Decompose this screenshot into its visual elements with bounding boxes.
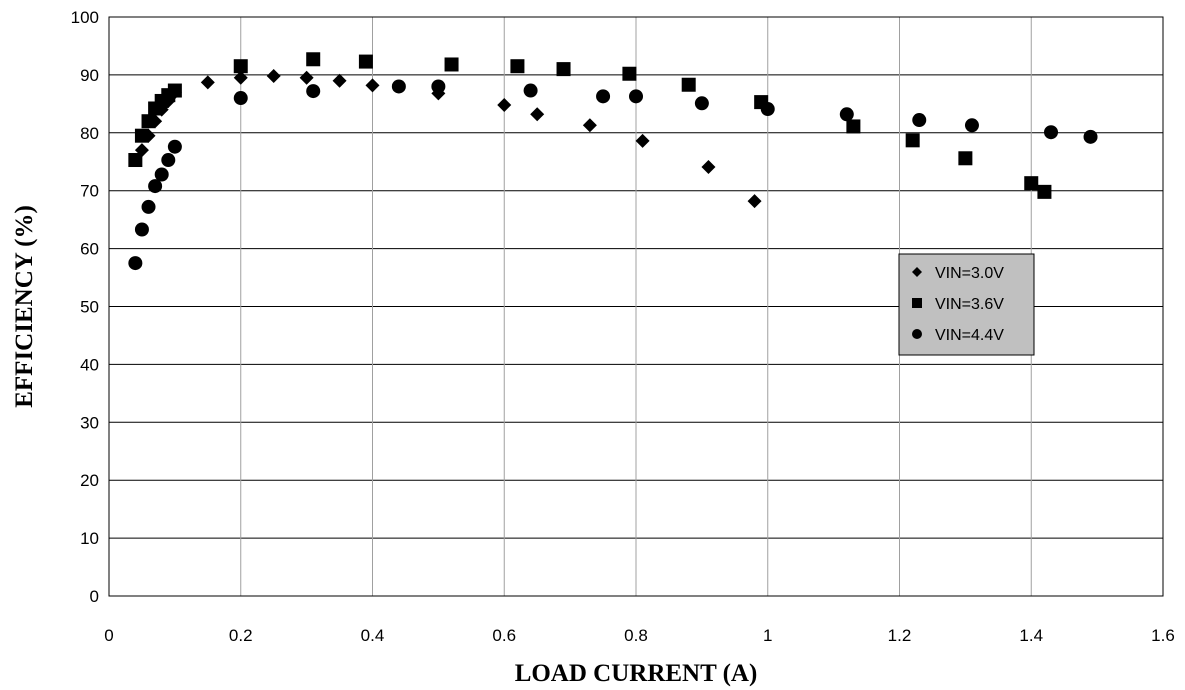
y-tick-label: 0 [90,587,99,606]
data-point-diamond [266,69,281,84]
data-point-square [510,59,525,74]
data-point-square [1024,176,1039,191]
data-point-circle [596,89,611,104]
x-tick-label: 0.6 [492,626,516,645]
y-tick-label: 100 [71,8,99,27]
data-point-circle [306,84,321,99]
data-point-square [134,128,149,143]
data-point-square [306,52,321,67]
x-tick-label: 1.6 [1151,626,1175,645]
data-point-square [681,77,696,92]
y-tick-label: 90 [80,66,99,85]
x-axis-ticks: 0 0.2 0.4 0.6 0.8 1 1.2 1.4 1.6 [104,626,1175,645]
y-tick-label: 80 [80,124,99,143]
data-point-circle [964,118,979,133]
data-point-circle [760,102,775,117]
data-point-circle [839,107,854,122]
data-point-circle [1083,129,1098,144]
data-point-square [556,62,571,77]
data-point-diamond [233,70,248,85]
data-point-circle [1044,125,1059,140]
data-point-circle [148,179,163,194]
y-tick-label: 40 [80,355,99,374]
plot-area-frame [108,16,1164,597]
y-axis-ticks: 0 10 20 30 40 50 60 70 80 90 100 [71,8,99,606]
data-point-diamond [365,78,380,93]
data-point-square [622,66,637,81]
data-point-diamond [497,98,512,113]
data-point-square [233,59,248,74]
series-circle [128,79,1098,271]
data-point-diamond [635,133,650,148]
y-tick-label: 70 [80,182,99,201]
y-tick-label: 10 [80,529,99,548]
data-point-circle [694,96,709,111]
data-point-square [846,119,861,134]
data-point-diamond [530,107,545,122]
x-tick-label: 1.4 [1019,626,1043,645]
x-tick-label: 0.8 [624,626,648,645]
legend-item: VIN=3.0V [912,265,1004,282]
y-tick-label: 20 [80,471,99,490]
x-tick-label: 0 [104,626,113,645]
data-point-diamond [299,70,314,85]
legend-marker-circle [912,329,922,339]
legend-label: VIN=3.6V [935,296,1004,313]
data-point-square [958,151,973,166]
data-point-square [128,153,143,168]
x-tick-label: 0.2 [229,626,253,645]
data-point-circle [161,153,176,168]
data-point-circle [134,222,149,237]
x-axis-title: LOAD CURRENT (A) [515,660,758,687]
data-point-circle [912,113,927,128]
data-point-square [1037,184,1052,199]
legend-marker-diamond [912,267,922,277]
y-tick-label: 60 [80,240,99,259]
data-point-circle [233,91,248,106]
data-point-square [141,114,156,129]
legend-label: VIN=3.0V [935,265,1004,282]
legend: VIN=3.0V VIN=3.6V VIN=4.4V [898,253,1035,356]
data-point-diamond [200,75,215,90]
data-point-circle [167,139,182,154]
x-tick-label: 0.4 [361,626,385,645]
data-point-diamond [582,118,597,133]
x-tick-label: 1.2 [888,626,912,645]
data-point-circle [128,256,143,271]
data-point-square [905,133,920,148]
series-square [128,52,1052,199]
legend-item: VIN=4.4V [912,327,1004,344]
data-point-square [444,57,459,72]
y-tick-label: 50 [80,298,99,317]
data-point-square [167,83,182,98]
data-point-square [358,54,373,69]
data-point-diamond [701,159,716,174]
data-point-circle [523,83,538,98]
data-point-circle [431,79,446,94]
legend-item: VIN=3.6V [912,296,1004,313]
data-point-diamond [747,194,762,209]
data-point-diamond [332,73,347,88]
series-diamond [134,69,762,209]
legend-label: VIN=4.4V [935,327,1004,344]
data-point-circle [154,167,169,182]
y-tick-label: 30 [80,413,99,432]
x-tick-label: 1 [763,626,772,645]
data-series [128,52,1098,271]
y-axis-title: EFFICIENCY (%) [11,205,38,408]
data-point-circle [629,89,643,104]
data-point-circle [391,79,406,94]
legend-marker-square [912,298,922,308]
data-point-circle [141,199,156,214]
